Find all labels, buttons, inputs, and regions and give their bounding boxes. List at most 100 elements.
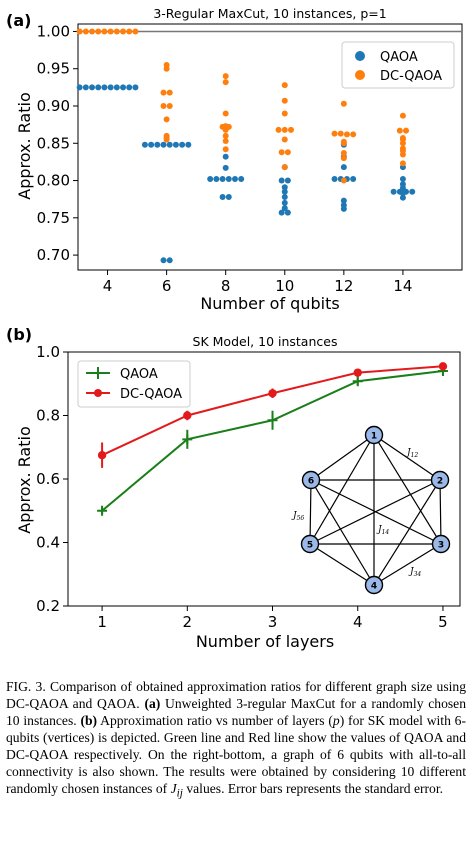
chart-a-qaoa-point xyxy=(390,188,397,195)
chart-a-dcqaoa-point xyxy=(222,126,229,133)
inset-edge-label: J34 xyxy=(408,567,421,578)
chart-a-dcqaoa-point xyxy=(399,160,406,167)
inset-node-label: 1 xyxy=(371,432,377,442)
chart-a-qaoa-point xyxy=(284,209,291,216)
chart-b-dcqaoa-point xyxy=(268,389,277,398)
chart-a-dcqaoa-point xyxy=(222,146,229,153)
chart-a-qaoa-point xyxy=(278,209,285,216)
chart-a-qaoa-point xyxy=(207,176,214,183)
chart-b-xtick-label: 4 xyxy=(353,613,363,631)
chart-a-qaoa-point xyxy=(132,84,139,91)
chart-a-dcqaoa-point xyxy=(107,28,114,35)
chart-b-legend-qaoa-marker xyxy=(93,367,103,379)
chart-a-qaoa-point xyxy=(340,197,347,204)
chart-a-qaoa-point xyxy=(141,141,148,148)
chart-a-qaoa-point xyxy=(399,190,406,197)
chart-b-dcqaoa-point xyxy=(353,368,362,377)
inset-edge-label: J12 xyxy=(405,448,418,459)
chart-a-qaoa-point xyxy=(166,141,173,148)
chart-a-dcqaoa-point xyxy=(281,164,288,171)
chart-a-qaoa-point xyxy=(281,184,288,191)
figure-caption: FIG. 3. Comparison of obtained approxima… xyxy=(6,678,466,803)
inset-node xyxy=(364,575,384,595)
chart-a-ytick-label: 0.75 xyxy=(37,209,70,227)
chart-a-qaoa-point xyxy=(231,176,238,183)
inset-edge xyxy=(373,434,441,481)
chart-a-qaoa-point xyxy=(399,176,406,183)
chart-a-qaoa-point xyxy=(120,84,127,91)
chart-b-xtick-label: 3 xyxy=(268,613,278,631)
chart-a-qaoa-point xyxy=(284,177,291,184)
chart-b-legend-qaoa-label: QAOA xyxy=(120,367,158,382)
chart-a-legend-dcqaoa-label: DC-QAOA xyxy=(380,69,442,84)
chart-a-xtick-label: 10 xyxy=(275,277,294,295)
chart-a-qaoa-point xyxy=(148,141,155,148)
chart-b-ytick-label: 1.0 xyxy=(36,343,60,361)
caption-b-text3: values. Error bars represents the standa… xyxy=(182,781,444,796)
inset-edge xyxy=(439,479,442,545)
chart-a-qaoa-point xyxy=(350,176,357,183)
chart-a-legend-qaoa-label: QAOA xyxy=(380,50,418,65)
chart-a-dcqaoa-point xyxy=(281,110,288,117)
inset-graph: 1 2 3 4 5 6 J12 J14 J34 J56 xyxy=(291,425,451,595)
chart-a-ytick-label: 0.80 xyxy=(37,172,70,190)
caption-p-symbol: p xyxy=(332,713,340,728)
figure: (a) 3-Regular MaxCut, 10 instances, p=1 … xyxy=(6,6,463,651)
chart-a-qaoa-point xyxy=(222,164,229,171)
chart-a-dcqaoa-point xyxy=(399,140,406,147)
chart-a-dcqaoa-point xyxy=(340,177,347,184)
chart-b-dcqaoa-point xyxy=(183,411,192,420)
chart-a-dcqaoa-point xyxy=(82,28,89,35)
chart-a-qaoa-point xyxy=(238,176,245,183)
chart-b-qaoa-point xyxy=(97,505,108,516)
chart-a-qaoa-point xyxy=(126,84,133,91)
chart-a-dcqaoa-point xyxy=(89,28,96,35)
chart-a-dcqaoa-point xyxy=(160,103,167,109)
chart-a-dcqaoa-point xyxy=(163,136,170,143)
chart-a-dcqaoa-point xyxy=(101,28,108,35)
chart-a-qaoa-point xyxy=(89,84,96,91)
inset-node-label: 6 xyxy=(308,477,314,487)
chart-a-frame xyxy=(77,23,463,271)
inset-edge xyxy=(373,434,442,545)
inset-node-label: 5 xyxy=(307,541,313,551)
chart-a-dcqaoa-point xyxy=(126,28,133,35)
chart-b-xtick-label: 1 xyxy=(97,613,107,631)
chart-a-dcqaoa-point xyxy=(281,82,288,89)
chart-a-dcqaoa-point xyxy=(343,131,350,138)
chart-a-dcqaoa-point xyxy=(222,79,229,86)
inset-edge xyxy=(310,434,375,481)
inset-edge-label: J56 xyxy=(291,511,304,522)
chart-a-legend: QAOA DC-QAOA xyxy=(341,41,455,89)
caption-prefix: FIG. 3. Comparison of obtained approxima… xyxy=(6,679,466,711)
chart-a-qaoa-point xyxy=(219,193,226,200)
chart-a-qaoa-point xyxy=(225,176,232,183)
chart-b-legend: QAOA DC-QAOA xyxy=(77,360,191,408)
caption-a-tag: (a) xyxy=(144,696,161,711)
chart-a-qaoa-point xyxy=(222,153,229,160)
chart-a-ytick-label: 1.00 xyxy=(37,22,70,40)
chart-b-xtick-label: 5 xyxy=(438,613,448,631)
chart-a-dcqaoa-point xyxy=(160,89,167,96)
chart-a-ytick-label: 0.90 xyxy=(37,97,70,115)
chart-b-ytick-label: 0.8 xyxy=(36,407,60,425)
inset-node xyxy=(301,470,321,490)
chart-a-dcqaoa-point xyxy=(163,116,170,123)
inset-edge xyxy=(373,479,441,586)
chart-a-dcqaoa-point xyxy=(222,73,229,80)
chart-a-qaoa-point xyxy=(213,176,220,183)
inset-node xyxy=(431,534,451,554)
chart-b-legend-dcqaoa-label: DC-QAOA xyxy=(120,387,182,402)
chart-b-qaoa-point xyxy=(267,415,278,426)
chart-b-xlabel: Number of layers xyxy=(196,632,334,651)
chart-a-dcqaoa-point xyxy=(340,155,347,162)
chart-a-xtick-label: 8 xyxy=(221,277,231,295)
chart-a-dcqaoa-point xyxy=(76,28,83,35)
chart-b-xtick-label: 2 xyxy=(183,613,193,631)
chart-a-xlabel: Number of qubits xyxy=(200,294,339,313)
chart-a-dcqaoa-point xyxy=(399,151,406,158)
chart-a-ytick-label: 0.95 xyxy=(37,60,70,78)
chart-b-ytick-label: 0.2 xyxy=(36,597,60,615)
chart-a-xtick-label: 12 xyxy=(334,277,353,295)
chart-a-dcqaoa-point xyxy=(120,28,127,35)
